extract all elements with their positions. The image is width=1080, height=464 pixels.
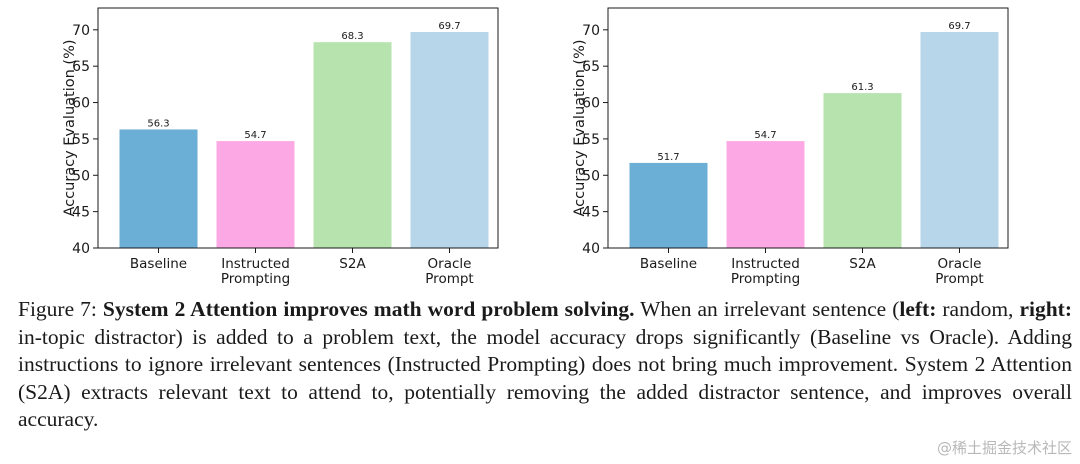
x-tick-label: Oracle	[938, 256, 982, 272]
watermark: @稀土掘金技术社区	[936, 439, 1072, 457]
caption-figure-label: Figure 7:	[18, 297, 97, 321]
y-tick-label: 45	[72, 205, 90, 221]
bar	[726, 141, 805, 248]
bar	[920, 32, 999, 248]
x-tick-label: S2A	[339, 256, 366, 272]
x-tick-label: Baseline	[640, 256, 697, 272]
bar-value-label: 69.7	[438, 21, 460, 32]
x-tick-label: Instructed	[731, 256, 800, 272]
y-tick-label: 70	[72, 23, 90, 39]
y-tick-label: 60	[72, 96, 90, 112]
x-tick-label: Prompting	[221, 271, 290, 287]
y-tick-label: 40	[72, 241, 90, 257]
y-tick-label: 50	[72, 168, 90, 184]
bar-value-label: 54.7	[754, 130, 776, 141]
bar	[313, 42, 392, 248]
x-tick-label: Instructed	[221, 256, 290, 272]
y-tick-label: 50	[582, 168, 600, 184]
x-tick-label: Prompt	[935, 271, 983, 287]
y-tick-label: 45	[582, 205, 600, 221]
y-tick-label: 70	[582, 23, 600, 39]
caption-text-3: in-topic distractor) is added to a probl…	[18, 324, 1072, 432]
caption-text-1: When an irrelevant sentence (	[640, 297, 900, 321]
axes-frame	[97, 7, 499, 249]
figure-caption: Figure 7: System 2 Attention improves ma…	[18, 296, 1072, 434]
y-tick-label: 55	[582, 132, 600, 148]
bar-value-label: 56.3	[147, 118, 169, 129]
y-tick-label: 60	[582, 96, 600, 112]
caption-bold-title: System 2 Attention improves math word pr…	[102, 297, 635, 321]
caption-left-label: left:	[899, 297, 937, 321]
axes-frame	[607, 7, 1009, 249]
bar	[119, 129, 198, 248]
x-tick-label: S2A	[849, 256, 876, 272]
figure-charts: 56.3 Baseline 54.7 Instructed Prompting 68.3 S…	[62, 7, 1009, 287]
bar-value-label: 68.3	[341, 31, 363, 42]
bar-value-label: 51.7	[657, 152, 679, 163]
caption-right-label: right:	[1019, 297, 1072, 321]
bar-value-label: 69.7	[948, 21, 970, 32]
bar-value-label: 61.3	[851, 82, 873, 93]
y-tick-label: 55	[72, 132, 90, 148]
bar-value-label: 54.7	[244, 130, 266, 141]
bar	[629, 162, 708, 248]
y-tick-label: 65	[582, 59, 600, 75]
caption-text-2: random,	[942, 297, 1014, 321]
y-axis-label: Accuracy Evaluation (%)	[62, 39, 78, 216]
x-tick-label: Baseline	[130, 256, 187, 272]
bar	[410, 32, 489, 248]
bar	[216, 141, 295, 248]
x-tick-label: Prompting	[731, 271, 800, 287]
x-tick-label: Oracle	[428, 256, 472, 272]
y-tick-label: 65	[72, 59, 90, 75]
x-tick-label: Prompt	[425, 271, 473, 287]
y-tick-label: 40	[582, 241, 600, 257]
y-axis-label: Accuracy Evaluation (%)	[572, 39, 588, 216]
bar	[823, 93, 902, 248]
